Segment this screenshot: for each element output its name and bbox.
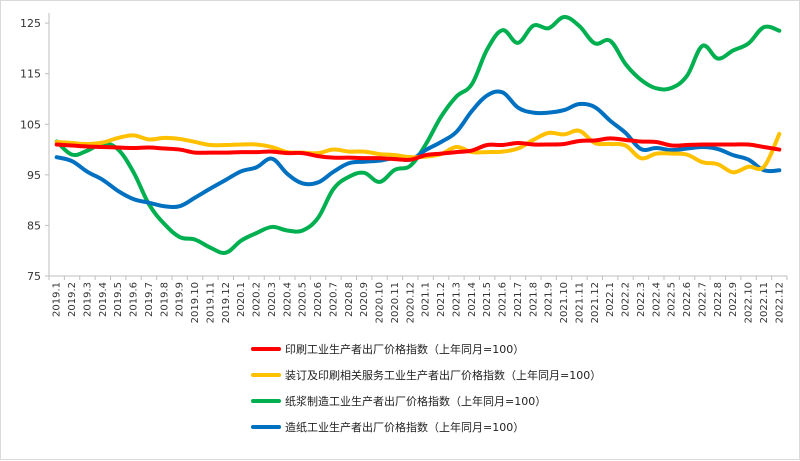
- x-tick-label: 2022.11: [759, 282, 770, 323]
- x-tick-label: 2019.12: [221, 282, 232, 323]
- x-tick-label: 2022.5: [667, 282, 678, 317]
- x-tick-label: 2021.6: [498, 282, 509, 317]
- x-tick-label: 2019.1: [52, 282, 63, 317]
- x-tick-label: 2019.4: [98, 282, 109, 317]
- legend-label: 纸浆制造工业生产者出厂价格指数（上年同月=100）: [285, 394, 546, 408]
- x-tick-label: 2021.2: [436, 282, 447, 317]
- x-tick-label: 2022.10: [744, 282, 755, 323]
- legend-entry-binding: 装订及印刷相关服务工业生产者出厂价格指数（上年同月=100）: [251, 368, 601, 382]
- legend-entry-pulp: 纸浆制造工业生产者出厂价格指数（上年同月=100）: [251, 394, 546, 408]
- x-tick-label: 2019.11: [205, 282, 216, 323]
- x-tick-label: 2021.7: [513, 282, 524, 317]
- x-tick-label: 2019.6: [129, 282, 140, 317]
- legend-label: 造纸工业生产者出厂价格指数（上年同月=100）: [285, 420, 524, 434]
- x-tick-label: 2020.5: [298, 282, 309, 317]
- x-tick-label: 2020.8: [344, 282, 355, 317]
- x-tick-label: 2020.11: [390, 282, 401, 323]
- x-tick-label: 2020.1: [236, 282, 247, 317]
- y-tick-label: 125: [20, 17, 41, 30]
- x-tick-label: 2021.4: [467, 282, 478, 317]
- x-tick-label: 2020.7: [328, 282, 339, 317]
- legend-entry-printing: 印刷工业生产者出厂价格指数（上年同月=100）: [251, 342, 524, 356]
- x-tick-label: 2019.8: [159, 282, 170, 317]
- x-tick-label: 2022.9: [728, 282, 739, 317]
- x-tick-label: 2020.12: [405, 282, 416, 323]
- legend-entry-paper: 造纸工业生产者出厂价格指数（上年同月=100）: [251, 420, 524, 434]
- x-tick-label: 2019.7: [144, 282, 155, 317]
- x-tick-label: 2022.2: [621, 282, 632, 317]
- x-tick-label: 2022.7: [697, 282, 708, 317]
- legend-label: 装订及印刷相关服务工业生产者出厂价格指数（上年同月=100）: [285, 368, 601, 382]
- x-tick-label: 2020.10: [375, 282, 386, 323]
- x-tick-label: 2019.2: [67, 282, 78, 317]
- x-tick-label: 2022.8: [713, 282, 724, 317]
- x-tick-label: 2021.12: [590, 282, 601, 323]
- x-tick-label: 2020.6: [313, 282, 324, 317]
- y-tick-label: 85: [27, 219, 41, 232]
- x-tick-label: 2021.5: [482, 282, 493, 317]
- x-tick-label: 2021.9: [544, 282, 555, 317]
- y-tick-label: 75: [27, 270, 41, 283]
- printing-series-line: [54, 136, 782, 162]
- x-tick-label: 2019.9: [175, 282, 186, 317]
- x-tick-label: 2021.10: [559, 282, 570, 323]
- x-tick-label: 2021.1: [421, 282, 432, 317]
- y-tick-label: 115: [20, 68, 41, 81]
- legend-label: 印刷工业生产者出厂价格指数（上年同月=100）: [285, 342, 524, 356]
- y-tick-label: 95: [27, 169, 41, 182]
- pulp-series-line: [54, 15, 782, 255]
- x-tick-label: 2020.3: [267, 282, 278, 317]
- y-axis-ticks: 75 85 95 105 115 125: [20, 17, 49, 283]
- legend: 印刷工业生产者出厂价格指数（上年同月=100） 装订及印刷相关服务工业生产者出厂价…: [251, 342, 601, 434]
- x-tick-label: 2020.2: [252, 282, 263, 317]
- x-tick-label: 2022.4: [651, 282, 662, 317]
- x-tick-label: 2022.12: [774, 282, 785, 323]
- x-tick-label: 2019.10: [190, 282, 201, 323]
- series-lines: [54, 15, 782, 255]
- x-axis-ticks: 2019.1 2019.2 2019.3 2019.4 2019.5 2019.6 2019…: [48, 276, 788, 323]
- x-tick-label: 2021.11: [574, 282, 585, 323]
- x-tick-label: 2022.6: [682, 282, 693, 317]
- x-tick-label: 2022.1: [605, 282, 616, 317]
- x-tick-label: 2021.3: [451, 282, 462, 317]
- x-tick-label: 2019.3: [82, 282, 93, 317]
- x-tick-label: 2021.8: [528, 282, 539, 317]
- y-tick-label: 105: [20, 118, 41, 131]
- x-tick-label: 2022.3: [636, 282, 647, 317]
- x-tick-label: 2020.9: [359, 282, 370, 317]
- x-tick-label: 2019.5: [113, 282, 124, 317]
- x-tick-label: 2020.4: [282, 282, 293, 317]
